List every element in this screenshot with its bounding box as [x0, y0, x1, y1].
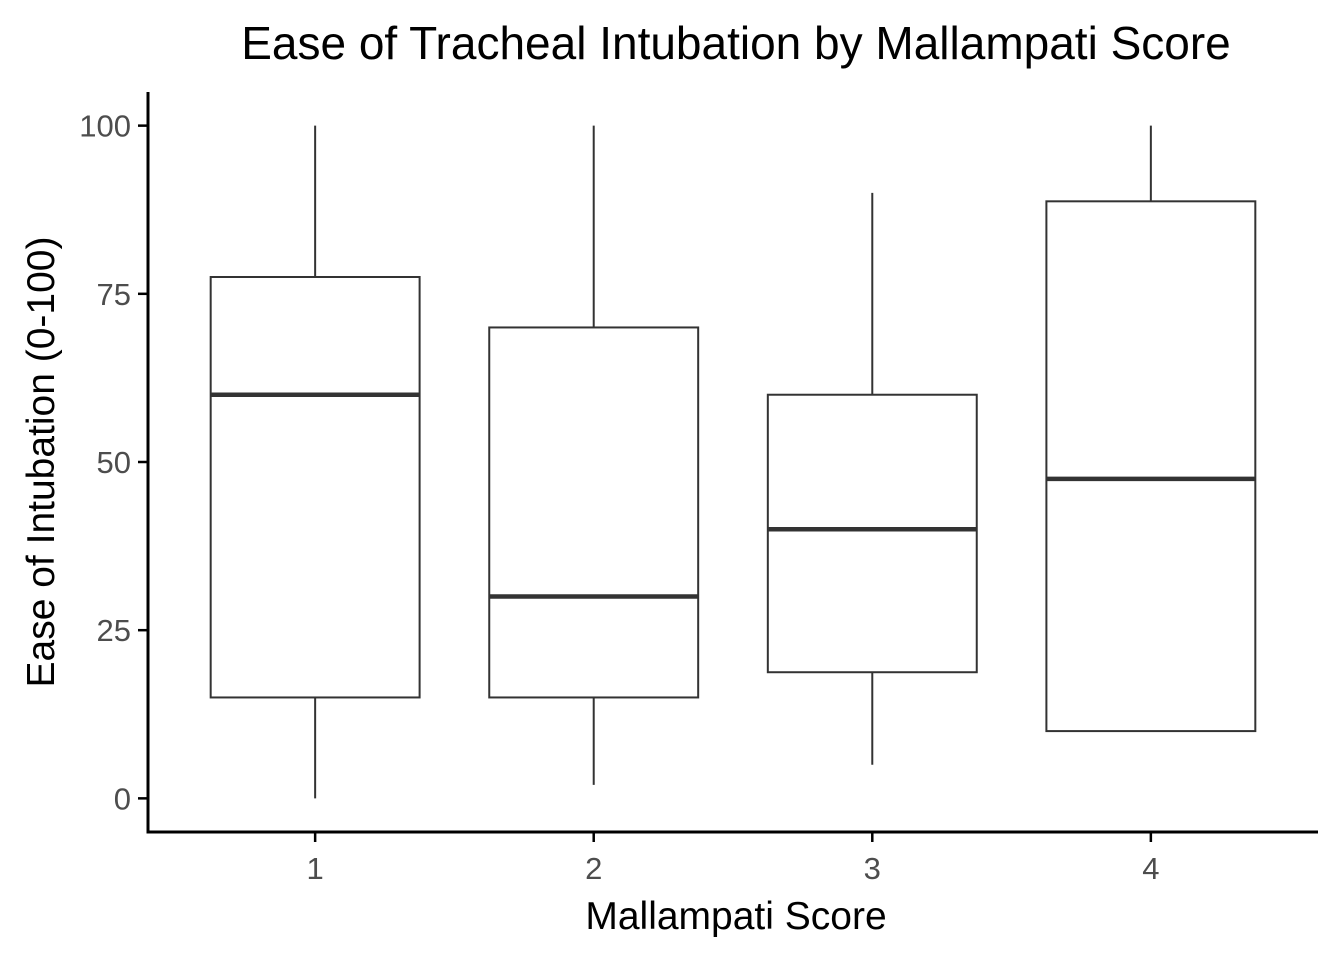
y-tick-label: 25 [97, 613, 131, 648]
x-tick-label: 1 [307, 851, 324, 886]
y-tick-label: 0 [114, 781, 131, 816]
y-axis-label: Ease of Intubation (0-100) [20, 237, 63, 688]
x-tick-label: 4 [1142, 851, 1159, 886]
y-tick-label: 100 [79, 109, 131, 144]
iqr-box [766, 393, 978, 674]
iqr-box [209, 276, 421, 699]
box-1 [209, 125, 421, 799]
box-4 [1045, 125, 1257, 733]
y-tick-label: 50 [97, 445, 131, 480]
iqr-box [1045, 200, 1257, 733]
axes: 0 25 50 75 100 1 2 3 4 [79, 92, 1318, 886]
x-axis-label: Mallampati Score [585, 895, 886, 938]
iqr-box [488, 326, 700, 699]
box-2 [488, 125, 700, 785]
box-3 [766, 192, 978, 765]
x-tick-label: 2 [585, 851, 602, 886]
x-tick-label: 3 [864, 851, 881, 886]
y-tick-label: 75 [97, 277, 131, 312]
plot-area [209, 125, 1257, 799]
chart-title: Ease of Tracheal Intubation by Mallampat… [241, 17, 1231, 69]
